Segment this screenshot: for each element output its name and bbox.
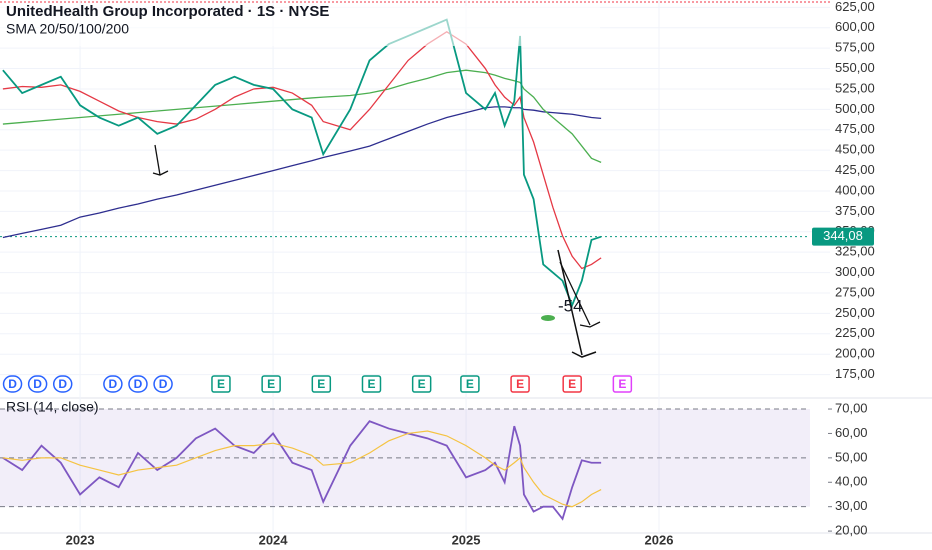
chart-title: UnitedHealth Group Incorporated · 1S · N… xyxy=(6,3,329,20)
event-badge xyxy=(103,375,123,393)
event-badge xyxy=(2,375,23,393)
marker xyxy=(541,315,555,321)
event-badge xyxy=(311,375,332,393)
y-tick-label: 450,00 xyxy=(835,142,875,157)
sma-line xyxy=(2,106,602,239)
annotation: -54 xyxy=(558,296,583,315)
y-tick-label: 40,00 xyxy=(835,474,868,489)
y-tick-label: 600,00 xyxy=(835,19,875,34)
y-tick-label: 30,00 xyxy=(835,498,868,513)
event-label: E xyxy=(568,377,576,391)
event-label: D xyxy=(33,377,42,391)
y-tick-label: 175,00 xyxy=(835,366,875,381)
event-badge xyxy=(411,375,432,393)
price-tag-label: 344,08 xyxy=(823,228,863,243)
event-badge xyxy=(562,375,582,393)
event-badge xyxy=(52,375,73,393)
x-tick-label: 2023 xyxy=(66,532,95,547)
event-label: E xyxy=(418,377,426,391)
event-label: E xyxy=(618,377,626,391)
rsi-title: RSI (14, close) xyxy=(6,399,99,415)
event-label: D xyxy=(159,377,168,391)
x-tick-label: 2025 xyxy=(452,532,481,547)
event-label: E xyxy=(516,377,524,391)
event-label: E xyxy=(466,377,474,391)
y-tick-label: 575,00 xyxy=(835,40,875,55)
y-tick-label: 60,00 xyxy=(835,425,868,440)
y-tick-label: 425,00 xyxy=(835,162,875,177)
y-tick-label: 20,00 xyxy=(835,523,868,538)
y-tick-label: 70,00 xyxy=(835,400,868,415)
title-bg xyxy=(0,6,600,46)
event-badge xyxy=(128,375,148,393)
sma-line xyxy=(2,31,602,270)
y-tick-label: 50,00 xyxy=(835,449,868,464)
y-tick-label: 475,00 xyxy=(835,121,875,136)
y-tick-label: 200,00 xyxy=(835,346,875,361)
y-tick-label: 525,00 xyxy=(835,80,875,95)
rsi-line xyxy=(2,420,602,521)
event-label: E xyxy=(317,377,325,391)
event-label: D xyxy=(134,377,143,391)
event-label: E xyxy=(367,377,375,391)
arrow xyxy=(152,144,169,176)
event-label: E xyxy=(217,377,225,391)
event-badge xyxy=(153,375,173,393)
y-tick-label: 400,00 xyxy=(835,182,875,197)
event-label: D xyxy=(58,377,67,391)
price-tag xyxy=(812,227,874,246)
y-tick-label: 375,00 xyxy=(835,203,875,218)
arrow xyxy=(559,261,601,328)
y-tick-label: 325,00 xyxy=(835,244,875,259)
event-badge xyxy=(361,375,382,393)
plot xyxy=(2,18,602,521)
event-badge xyxy=(211,375,231,393)
y-tick-label: 500,00 xyxy=(835,101,875,116)
x-tick-label: 2026 xyxy=(645,532,674,547)
x-tick-label: 2024 xyxy=(259,532,289,547)
rsi-ma-line xyxy=(2,430,602,508)
y-tick-label: 300,00 xyxy=(835,264,875,279)
event-badge xyxy=(261,375,281,393)
event-label: D xyxy=(8,377,17,391)
subtitle: SMA 20/50/100/200 xyxy=(6,21,129,37)
price-line xyxy=(2,18,602,308)
event-badge xyxy=(510,375,530,393)
event-badge xyxy=(612,375,633,393)
event-label: E xyxy=(267,377,275,391)
y-tick-label: 275,00 xyxy=(835,284,875,299)
y-tick-label: 550,00 xyxy=(835,60,875,75)
y-tick-label: 225,00 xyxy=(835,325,875,340)
event-badge xyxy=(460,375,480,393)
y-tick-label: 625,00 xyxy=(835,0,875,14)
y-tick-label: 250,00 xyxy=(835,305,875,320)
event-badge xyxy=(27,375,48,393)
event-label: D xyxy=(109,377,118,391)
